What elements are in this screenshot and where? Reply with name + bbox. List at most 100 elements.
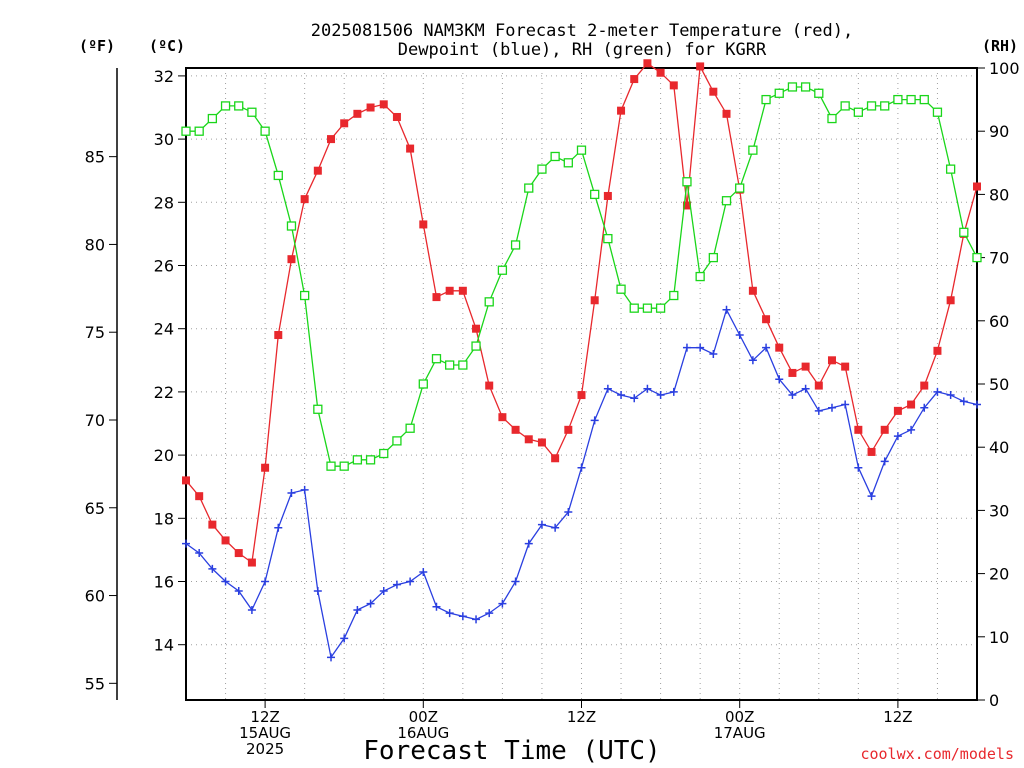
data-point	[590, 416, 599, 425]
data-series	[181, 59, 982, 662]
rh-tick-label: 10	[989, 628, 1009, 647]
data-point	[945, 164, 956, 174]
celsius-tick-label: 30	[154, 130, 174, 149]
data-point	[867, 447, 876, 456]
data-point	[682, 343, 691, 352]
data-point	[247, 558, 256, 567]
data-point	[603, 384, 612, 393]
data-point	[340, 119, 349, 128]
data-point	[919, 94, 929, 105]
data-point	[247, 107, 257, 117]
data-point	[800, 82, 811, 92]
data-point	[195, 492, 204, 501]
data-point	[788, 391, 797, 400]
data-point	[590, 296, 599, 305]
data-point	[643, 59, 652, 68]
series-filled-square	[182, 59, 981, 567]
data-point	[841, 400, 850, 409]
data-point	[419, 220, 428, 229]
fahrenheit-tick-label: 80	[85, 235, 105, 254]
data-point	[629, 303, 639, 313]
data-point	[761, 94, 771, 105]
data-point	[656, 68, 665, 77]
data-point	[353, 605, 362, 614]
data-point	[814, 88, 824, 98]
data-point	[854, 463, 863, 472]
data-point	[682, 177, 692, 187]
time-tick-label: 2025	[246, 740, 284, 758]
data-point	[801, 384, 810, 393]
fahrenheit-tick-label: 55	[85, 674, 105, 693]
data-point	[748, 145, 758, 155]
data-point	[419, 568, 428, 577]
data-point	[537, 164, 547, 174]
celsius-tick-label: 32	[154, 67, 174, 86]
data-point	[854, 425, 863, 434]
data-point	[181, 126, 191, 136]
data-point	[722, 305, 731, 314]
data-point	[274, 331, 283, 340]
time-tick-label: 12Z	[883, 708, 912, 726]
data-point	[485, 381, 494, 390]
data-point	[721, 196, 732, 206]
data-point	[406, 144, 415, 153]
data-point	[762, 343, 771, 352]
data-point	[445, 286, 454, 295]
data-point	[511, 425, 520, 434]
data-point	[458, 360, 468, 370]
data-point	[234, 586, 243, 595]
data-point	[182, 539, 190, 548]
data-point	[445, 360, 455, 370]
data-point	[893, 406, 902, 415]
data-point	[327, 135, 336, 144]
data-point	[577, 391, 586, 400]
data-point	[775, 343, 784, 352]
data-point	[933, 387, 942, 396]
celsius-tick-label: 24	[154, 320, 174, 339]
data-point	[485, 609, 494, 618]
data-point	[207, 113, 218, 124]
data-point	[907, 425, 916, 434]
data-point	[840, 101, 850, 111]
celsius-tick-label: 26	[154, 257, 174, 276]
data-point	[933, 346, 942, 355]
data-point	[300, 195, 309, 204]
data-point	[814, 381, 823, 390]
data-point	[299, 290, 310, 301]
data-point	[827, 356, 836, 365]
data-point	[194, 126, 204, 136]
data-point	[893, 432, 902, 441]
data-point	[932, 107, 943, 117]
data-point	[551, 454, 560, 463]
data-point	[696, 62, 705, 71]
data-point	[669, 81, 678, 90]
data-point	[511, 577, 520, 586]
data-point	[208, 564, 217, 573]
data-point	[590, 189, 600, 200]
data-point	[471, 341, 481, 351]
x-axis-label: Forecast Time (UTC)	[363, 736, 660, 766]
data-point	[867, 492, 876, 501]
data-point	[287, 489, 296, 498]
rh-tick-label: 90	[989, 122, 1009, 141]
data-point	[313, 166, 322, 175]
fahrenheit-tick-label: 85	[85, 148, 105, 167]
data-point	[801, 362, 810, 371]
data-point	[484, 297, 494, 307]
data-point	[853, 107, 863, 117]
series-plus	[182, 305, 981, 662]
data-point	[524, 183, 534, 193]
data-point	[669, 290, 679, 301]
time-tick-label: 16AUG	[397, 724, 449, 742]
time-tick-label: 17AUG	[714, 724, 766, 742]
data-point	[234, 101, 244, 111]
data-point	[630, 75, 639, 84]
data-point	[827, 113, 837, 124]
data-point	[537, 520, 546, 529]
data-point	[432, 602, 441, 611]
rh-tick-label: 50	[989, 375, 1009, 394]
data-point	[643, 384, 652, 393]
data-point	[392, 112, 401, 121]
data-point	[313, 586, 322, 595]
data-point	[695, 271, 705, 282]
